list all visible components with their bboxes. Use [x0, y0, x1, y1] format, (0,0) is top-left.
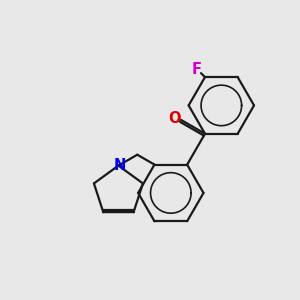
Text: F: F [192, 62, 202, 77]
Text: N: N [113, 158, 126, 173]
Text: O: O [168, 111, 180, 126]
